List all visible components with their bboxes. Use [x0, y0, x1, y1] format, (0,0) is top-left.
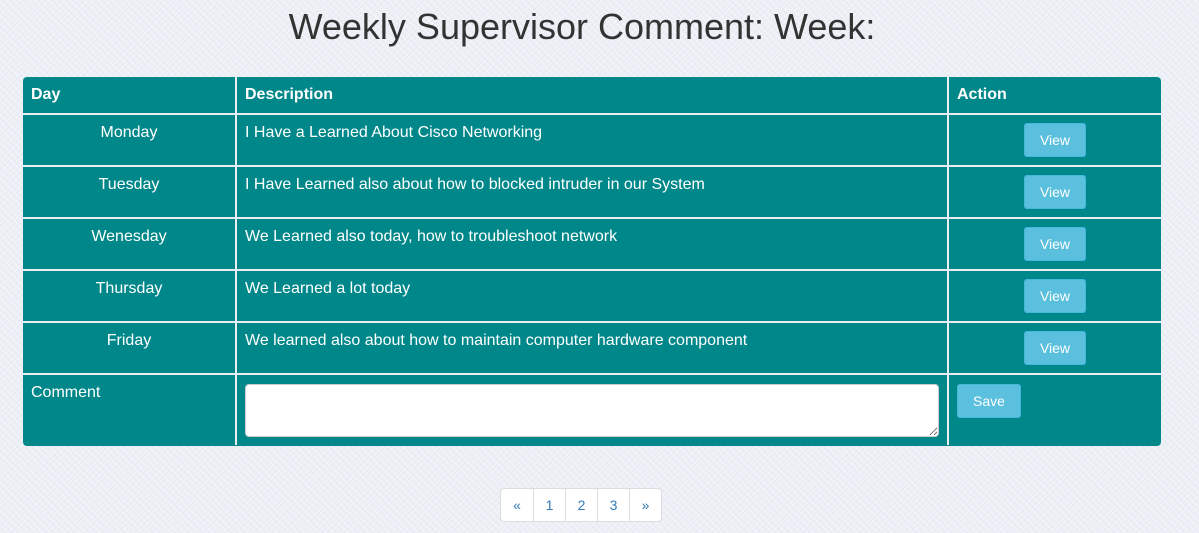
header-description: Description: [235, 77, 949, 115]
view-button[interactable]: View: [1023, 175, 1087, 209]
comment-row: Comment Save: [23, 373, 1161, 445]
pagination-prev[interactable]: «: [513, 497, 521, 513]
header-day: Day: [23, 77, 237, 115]
view-button[interactable]: View: [1023, 279, 1087, 313]
action-cell: View: [947, 165, 1161, 219]
action-cell: View: [947, 113, 1161, 167]
weekly-report-table: Day Description Action Monday I Have a L…: [23, 77, 1161, 445]
description-cell: We Learned a lot today: [235, 269, 949, 323]
pagination-next[interactable]: »: [629, 489, 661, 521]
view-button[interactable]: View: [1023, 331, 1087, 365]
action-cell: View: [947, 217, 1161, 271]
comment-input-cell: [235, 373, 949, 445]
table-row: Friday We learned also about how to main…: [23, 321, 1161, 375]
page-title: Weekly Supervisor Comment: Week:: [288, 6, 876, 47]
view-button[interactable]: View: [1023, 227, 1087, 261]
pagination-page-1[interactable]: 1: [533, 489, 565, 521]
action-cell: View: [947, 269, 1161, 323]
table-row: Thursday We Learned a lot today View: [23, 269, 1161, 323]
day-cell: Monday: [23, 113, 237, 167]
day-cell: Wenesday: [23, 217, 237, 271]
table-row: Wenesday We Learned also today, how to t…: [23, 217, 1161, 271]
header-action: Action: [947, 77, 1161, 115]
description-cell: We learned also about how to maintain co…: [235, 321, 949, 375]
comment-label: Comment: [23, 373, 237, 445]
table-row: Tuesday I Have Learned also about how to…: [23, 165, 1161, 219]
pagination-page-2[interactable]: 2: [565, 489, 597, 521]
view-button[interactable]: View: [1023, 123, 1087, 157]
table-row: Monday I Have a Learned About Cisco Netw…: [23, 113, 1161, 167]
day-cell: Tuesday: [23, 165, 237, 219]
description-cell: I Have a Learned About Cisco Networking: [235, 113, 949, 167]
day-cell: Friday: [23, 321, 237, 375]
action-cell: View: [947, 321, 1161, 375]
description-cell: I Have Learned also about how to blocked…: [235, 165, 949, 219]
pagination: « 1 2 3 »: [500, 488, 662, 522]
weekly-report-table-container: Day Description Action Monday I Have a L…: [23, 77, 1161, 446]
save-button[interactable]: Save: [957, 384, 1021, 418]
pagination-page-3[interactable]: 3: [597, 489, 629, 521]
table-header-row: Day Description Action: [23, 77, 1161, 115]
day-cell: Thursday: [23, 269, 237, 323]
save-cell: Save: [947, 373, 1161, 445]
description-cell: We Learned also today, how to troublesho…: [235, 217, 949, 271]
comment-textarea[interactable]: [245, 384, 939, 437]
